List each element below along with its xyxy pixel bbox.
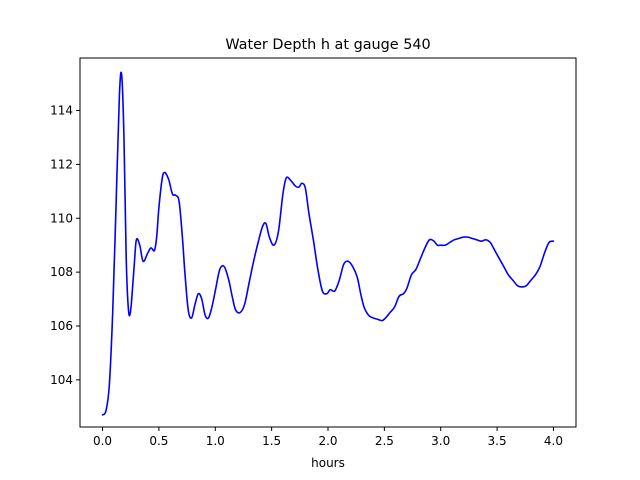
x-axis-label: hours (311, 456, 345, 470)
y-tick-label: 106 (50, 319, 73, 333)
axes-frame (79, 57, 577, 428)
x-tick-label: 2.5 (375, 434, 394, 448)
x-tick-label: 3.5 (488, 434, 507, 448)
x-tick-label: 2.0 (318, 434, 337, 448)
x-tick-label: 0.0 (93, 434, 112, 448)
y-tick-label: 112 (50, 157, 73, 171)
y-tick-label: 108 (50, 265, 73, 279)
x-tick-label: 3.0 (431, 434, 450, 448)
y-tick-label: 114 (50, 104, 73, 118)
axis-ticks: 0.0 0.5 1.0 1.5 2.0 2.5 3.0 3.5 4.0 104 106 108 110 1… (50, 104, 563, 448)
x-tick-label: 1.5 (262, 434, 281, 448)
y-tick-label: 110 (50, 211, 73, 225)
x-tick-label: 4.0 (544, 434, 563, 448)
y-tick-label: 104 (50, 373, 73, 387)
chart-title: Water Depth h at gauge 540 (225, 37, 430, 53)
x-tick-label: 1.0 (206, 434, 225, 448)
series-line-0 (101, 71, 555, 416)
plot-area (101, 71, 555, 416)
x-tick-label: 0.5 (149, 434, 168, 448)
